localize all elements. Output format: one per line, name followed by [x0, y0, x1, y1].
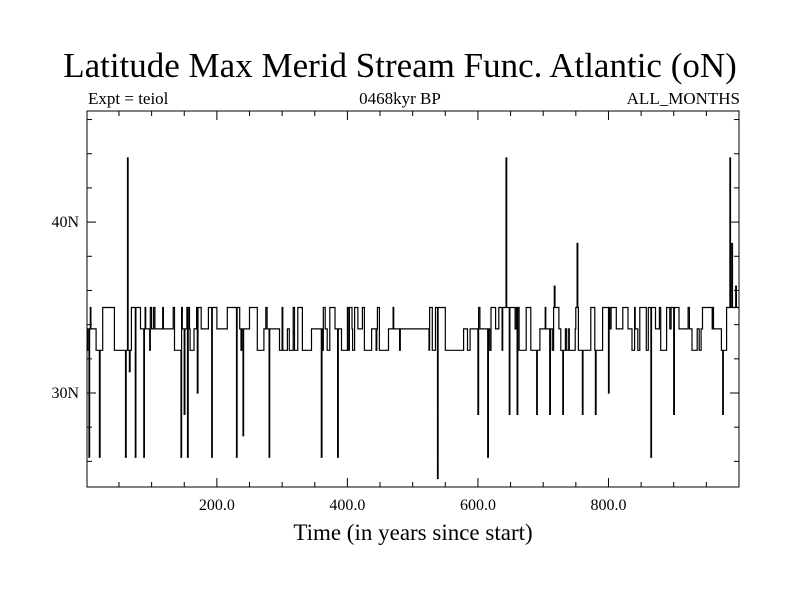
data-point — [128, 371, 131, 373]
y-tick-label: 40N — [51, 214, 79, 231]
data-point — [581, 413, 583, 415]
data-point — [594, 413, 597, 415]
data-point — [268, 456, 270, 458]
data-point — [89, 306, 91, 309]
data-point — [385, 349, 388, 351]
data-point — [134, 456, 136, 458]
data-point — [281, 306, 283, 309]
x-axis-label: Time (in years since start) — [293, 520, 532, 545]
data-point — [650, 456, 652, 458]
data-point — [607, 392, 610, 394]
data-point — [126, 157, 129, 159]
data-point — [505, 157, 507, 159]
axis-ticks — [87, 111, 739, 487]
x-tick-label: 800.0 — [590, 497, 626, 514]
data-point — [88, 456, 90, 458]
data-point — [737, 306, 739, 309]
y-tick-label: 30N — [51, 385, 79, 402]
data-point — [346, 306, 349, 309]
months-label: ALL_MONTHS — [626, 89, 740, 108]
data-point — [576, 242, 578, 245]
data-point — [144, 306, 146, 309]
data-point — [477, 413, 479, 415]
data-point — [729, 157, 731, 159]
data-point — [107, 306, 110, 309]
data-point — [722, 413, 724, 415]
data-point — [86, 349, 88, 351]
chart-title: Latitude Max Merid Stream Func. Atlantic… — [63, 46, 737, 85]
data-point — [508, 413, 510, 415]
data-point — [399, 349, 401, 351]
data-point — [186, 456, 189, 458]
data-point — [735, 285, 737, 287]
experiment-label: Expt = teiol — [88, 89, 169, 108]
data-series-line — [87, 157, 739, 480]
data-point — [337, 456, 339, 458]
data-point — [211, 456, 213, 458]
data-point — [183, 413, 185, 415]
data-point — [712, 306, 714, 309]
data-point — [553, 285, 555, 287]
data-point — [180, 456, 182, 458]
data-point — [235, 456, 238, 458]
data-point — [516, 413, 518, 415]
data-point — [242, 435, 244, 437]
x-tick-label: 400.0 — [329, 497, 365, 514]
data-point — [733, 306, 735, 309]
data-point — [188, 328, 191, 330]
axis-tick-labels: 200.0 400.0 600.0 800.0 30N 40N — [51, 214, 626, 514]
data-point — [673, 413, 675, 415]
plot-frame — [86, 110, 740, 488]
period-label: 0468kyr BP — [359, 89, 441, 108]
data-point — [196, 392, 198, 394]
data-point — [436, 477, 439, 480]
data-point — [731, 242, 733, 245]
data-point — [98, 456, 101, 458]
x-tick-label: 600.0 — [460, 497, 496, 514]
data-point — [549, 413, 551, 415]
data-point — [536, 413, 538, 415]
data-point — [124, 456, 127, 458]
data-point — [562, 413, 564, 415]
data-point — [320, 456, 322, 458]
extreme-spikes — [86, 157, 739, 480]
data-point — [143, 456, 145, 458]
x-tick-label: 200.0 — [199, 497, 235, 514]
data-point — [487, 456, 489, 458]
data-point — [254, 306, 256, 309]
